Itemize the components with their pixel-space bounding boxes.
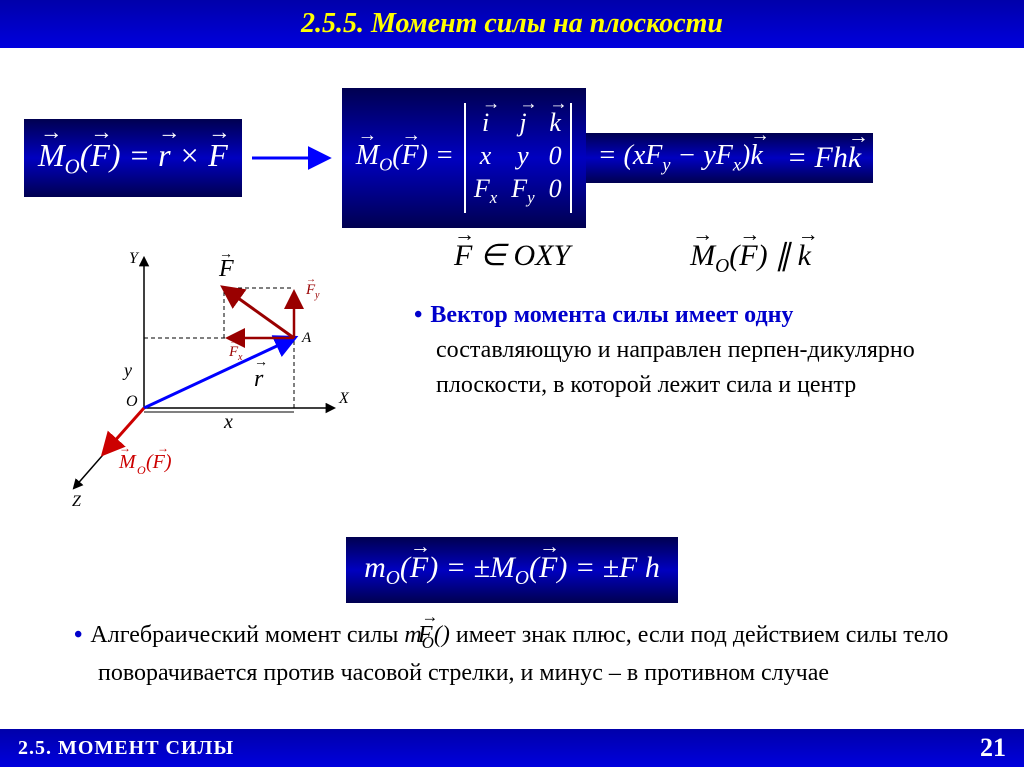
bullet-1-lead: Вектор момента силы имеет одну: [430, 302, 793, 328]
svg-text:x: x: [223, 411, 233, 433]
svg-text:→: →: [254, 355, 268, 370]
svg-text:O: O: [126, 393, 138, 410]
bullet-2-pre: Алгебраический момент силы: [90, 622, 404, 648]
bullet-dot-icon: •: [414, 302, 422, 328]
page-number: 21: [980, 733, 1006, 763]
arrow-icon: [242, 146, 342, 170]
svg-text:x: x: [237, 352, 243, 363]
svg-text:Z: Z: [72, 493, 82, 510]
determinant-grid: ijk xy0 FxFy0: [464, 103, 572, 213]
formula-row: MO(F) = r × F MO(F) = ijk xy0 FxFy0 = (x…: [24, 88, 1000, 228]
svg-text:y: y: [314, 290, 320, 301]
formula-determinant: MO(F) = ijk xy0 FxFy0: [342, 88, 586, 228]
formula-moment-cross: MO(F) = r × F: [24, 119, 242, 197]
bullet-2-math: mO(F): [404, 622, 449, 648]
svg-text:→: →: [157, 441, 169, 455]
formula-algebraic-moment: mO(F) = ±MO(F) = ±F h: [346, 537, 678, 603]
footer-section: 2.5. МОМЕНТ СИЛЫ: [18, 737, 234, 760]
slide-title: 2.5.5. Момент силы на плоскости: [301, 8, 723, 40]
svg-text:X: X: [338, 390, 350, 407]
bullet-2: •Алгебраический момент силы mO(F) имеет …: [48, 617, 1000, 691]
vector-diagram: X Y Z O A y x F → r → F x → F y →: [24, 238, 364, 518]
svg-text:→: →: [119, 441, 131, 455]
svg-text:Y: Y: [129, 250, 140, 267]
title-bar: 2.5.5. Момент силы на плоскости: [0, 0, 1024, 48]
svg-text:→: →: [306, 274, 316, 285]
svg-text:→: →: [229, 336, 239, 347]
content-area: MO(F) = r × F MO(F) = ijk xy0 FxFy0 = (x…: [0, 48, 1024, 691]
footer-bar: 2.5. МОМЕНТ СИЛЫ 21: [0, 729, 1024, 767]
bullet-dot-icon: •: [74, 622, 82, 648]
formula-fhk: = Fhk: [775, 133, 873, 183]
formula-m-parallel-k: MO(F) ∥ k: [690, 238, 811, 278]
svg-text:y: y: [122, 360, 132, 380]
svg-text:A: A: [301, 330, 312, 346]
middle-section: X Y Z O A y x F → r → F x → F y →: [24, 238, 1000, 523]
right-column: F ∈ OXY MO(F) ∥ k • Вектор момента силы и…: [394, 238, 1000, 523]
formula-f-in-oxy: F ∈ OXY: [454, 238, 570, 278]
svg-text:O: O: [137, 463, 146, 477]
svg-text:→: →: [219, 247, 233, 262]
diagram-column: X Y Z O A y x F → r → F x → F y →: [24, 238, 364, 523]
formula-expanded: = (xFy − yFx)k: [586, 133, 775, 183]
inline-formulas: F ∈ OXY MO(F) ∥ k: [454, 238, 1000, 278]
bullet-1: • Вектор момента силы имеет одну составля…: [414, 298, 1000, 402]
bullet-1-rest: составляющую и направлен перпен-дикулярн…: [436, 333, 1000, 403]
